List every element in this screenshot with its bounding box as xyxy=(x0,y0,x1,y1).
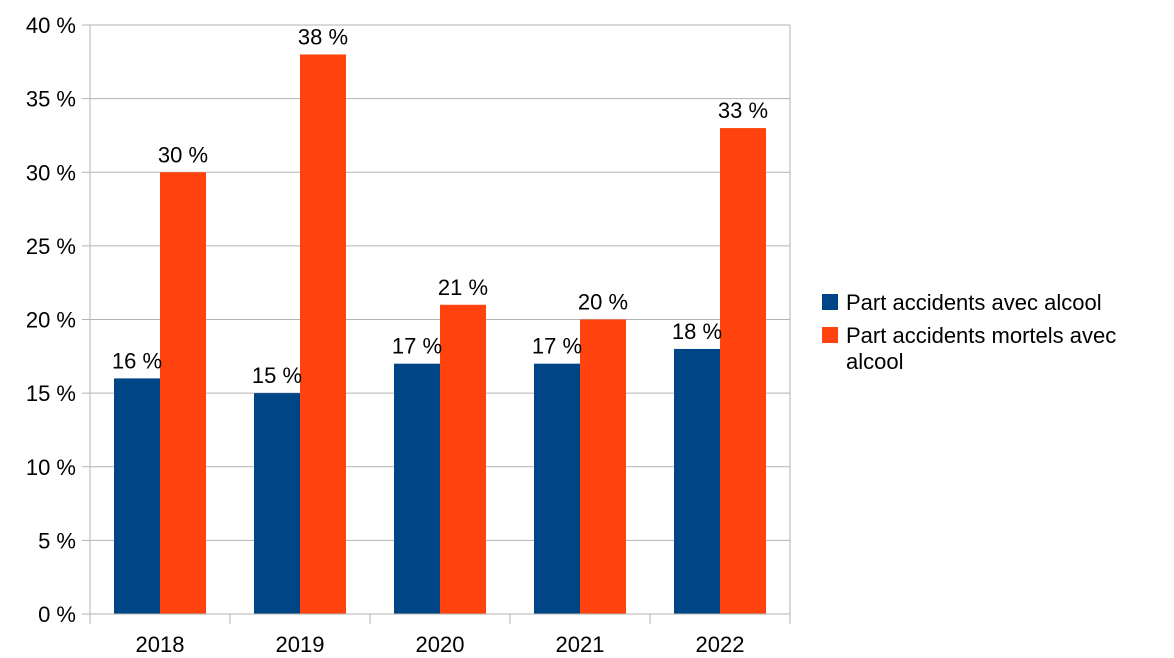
x-tick-label: 2022 xyxy=(696,632,745,657)
y-tick-label: 5 % xyxy=(38,528,76,553)
legend: Part accidents avec alcool Part accidents… xyxy=(822,290,1116,374)
y-tick-label: 20 % xyxy=(26,308,76,333)
data-label: 20 % xyxy=(578,290,628,315)
x-tick-label: 2021 xyxy=(556,632,605,657)
data-label: 18 % xyxy=(672,319,722,344)
bar-2022-series-2 xyxy=(720,128,766,614)
data-labels: 16 % 30 % 15 % 38 % 17 % 21 % 17 % 20 % 18 % 33 % xyxy=(112,24,768,388)
data-label: 15 % xyxy=(252,363,302,388)
data-label: 17 % xyxy=(532,334,582,359)
legend-label-series-1: Part accidents avec alcool xyxy=(846,290,1102,315)
bars xyxy=(114,54,766,614)
data-label: 17 % xyxy=(392,334,442,359)
legend-label-series-2: Part accidents mortels avec alcool xyxy=(846,323,1116,374)
x-tick-label: 2020 xyxy=(416,632,465,657)
bar-2018-series-2 xyxy=(160,172,206,614)
y-tick-label: 15 % xyxy=(26,381,76,406)
y-axis-tick-labels: 0 % 5 % 10 % 15 % 20 % 25 % 30 % 35 % 40 % xyxy=(26,13,76,627)
bar-2020-series-1 xyxy=(394,363,440,614)
bar-2021-series-1 xyxy=(534,363,580,614)
x-axis-tick-labels: 2018 2019 2020 2021 2022 xyxy=(136,632,745,657)
y-tick-label: 30 % xyxy=(26,160,76,185)
bar-2019-series-1 xyxy=(254,393,300,614)
data-label: 21 % xyxy=(438,275,488,300)
y-tick-label: 0 % xyxy=(38,602,76,627)
y-tick-label: 25 % xyxy=(26,234,76,259)
y-tick-label: 35 % xyxy=(26,87,76,112)
x-tick-label: 2019 xyxy=(276,632,325,657)
x-tick-label: 2018 xyxy=(136,632,185,657)
bar-2020-series-2 xyxy=(440,304,486,614)
bar-2019-series-2 xyxy=(300,54,346,614)
y-tick-label: 40 % xyxy=(26,13,76,38)
data-label: 30 % xyxy=(158,142,208,167)
legend-swatch-series-1 xyxy=(822,294,838,310)
bar-2022-series-1 xyxy=(674,348,720,614)
legend-swatch-series-2 xyxy=(822,327,838,343)
data-label: 38 % xyxy=(298,24,348,49)
data-label: 33 % xyxy=(718,98,768,123)
data-label: 16 % xyxy=(112,348,162,373)
bar-2021-series-2 xyxy=(580,319,626,614)
axes xyxy=(82,24,791,624)
y-tick-label: 10 % xyxy=(26,455,76,480)
bar-2018-series-1 xyxy=(114,378,160,614)
